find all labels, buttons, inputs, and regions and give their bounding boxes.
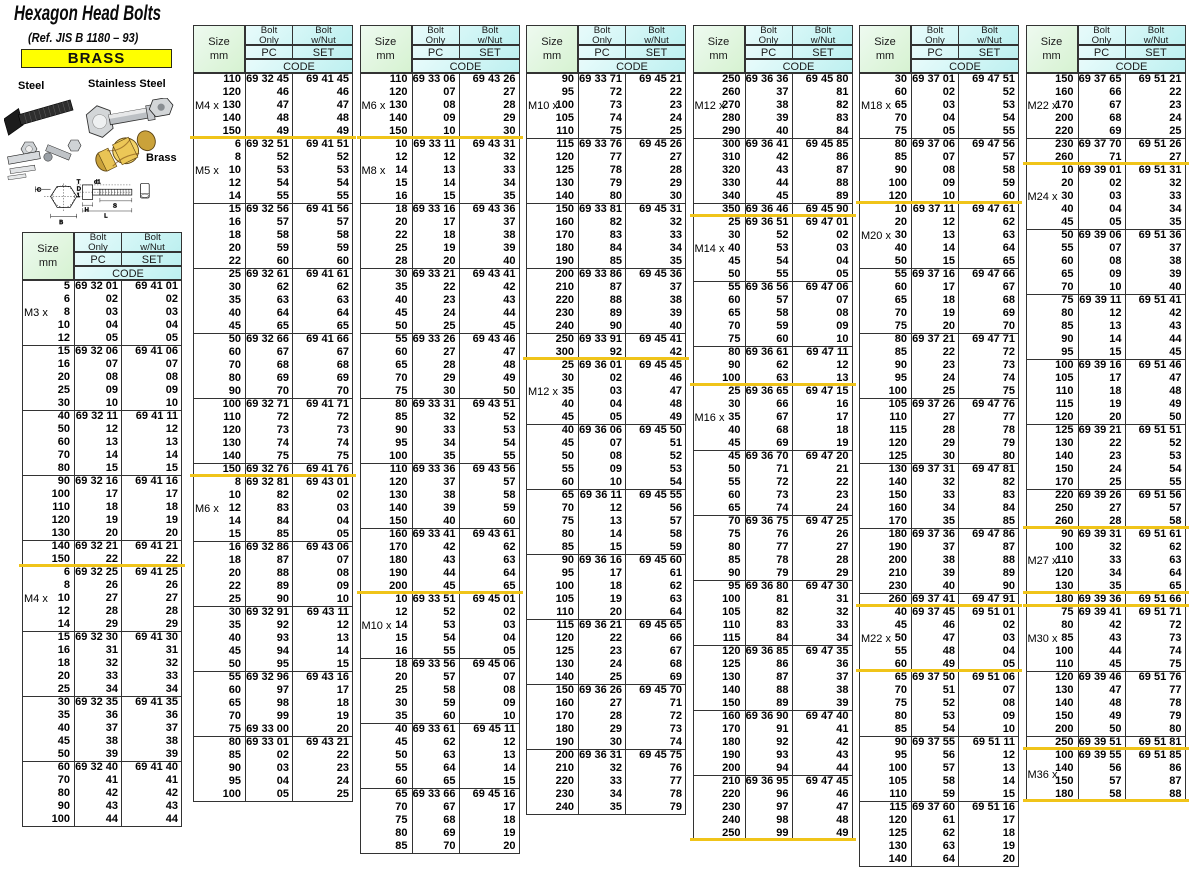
svg-text:D: D bbox=[77, 187, 81, 193]
svg-text:H: H bbox=[85, 208, 89, 214]
svg-text:L: L bbox=[104, 214, 108, 220]
svg-text:B: B bbox=[59, 220, 63, 226]
svg-text:C: C bbox=[37, 187, 41, 193]
svg-text:d1: d1 bbox=[94, 179, 100, 185]
svg-text:S: S bbox=[113, 203, 117, 209]
svg-text:1: 1 bbox=[77, 193, 80, 199]
svg-text:T: T bbox=[77, 179, 81, 185]
